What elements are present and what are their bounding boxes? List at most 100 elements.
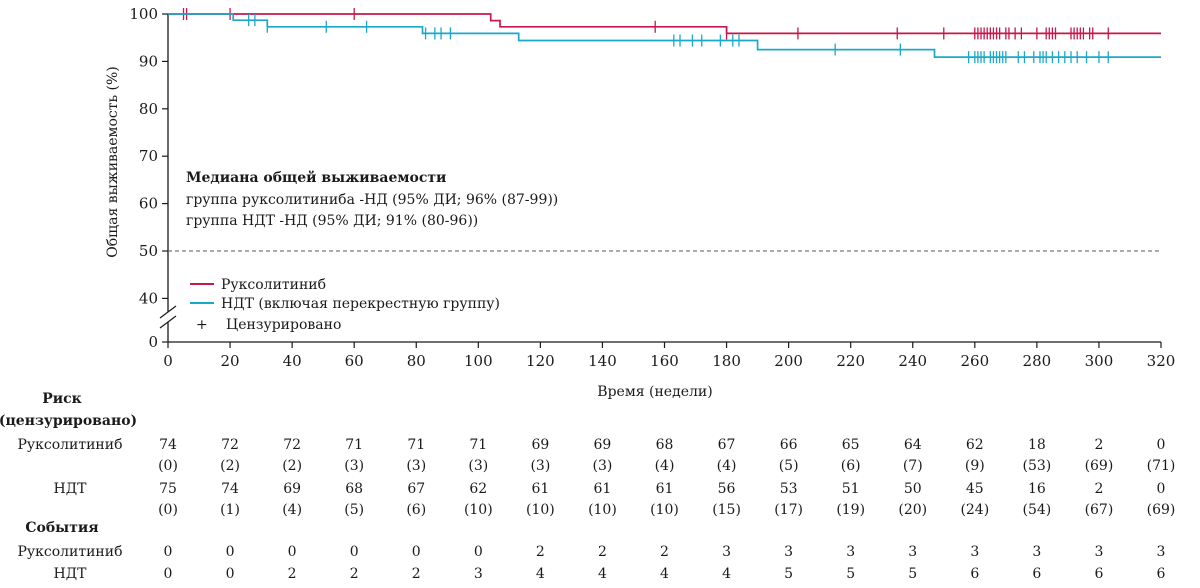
events-value-bat: 0: [226, 566, 235, 582]
x-tick-label: 140: [588, 352, 617, 370]
events-value-ruxolitinib: 0: [226, 544, 235, 560]
events-value-ruxolitinib: 3: [722, 544, 731, 560]
censored-value-ruxolitinib: (3): [593, 458, 613, 474]
legend: Руксолитиниб НДТ (включая перекрестную г…: [190, 277, 500, 333]
x-tick-label: 180: [712, 352, 741, 370]
risk-value-ruxolitinib: 72: [221, 437, 239, 453]
x-tick-label: 320: [1147, 352, 1176, 370]
risk-value-bat: 51: [842, 481, 860, 497]
x-tick-label: 60: [345, 352, 364, 370]
legend-label-censored: Цензурировано: [226, 317, 341, 333]
risk-value-ruxolitinib: 71: [345, 437, 363, 453]
risk-value-ruxolitinib: 67: [718, 437, 736, 453]
censored-value-ruxolitinib: (3): [468, 458, 488, 474]
events-value-bat: 6: [1032, 566, 1041, 582]
censored-value-ruxolitinib: (9): [965, 458, 985, 474]
legend-label-bat: НДТ (включая перекрестную группу): [221, 296, 500, 312]
risk-value-bat: 75: [159, 481, 177, 497]
events-value-bat: 0: [164, 566, 173, 582]
risk-value-bat: 61: [656, 481, 674, 497]
risk-value-ruxolitinib: 64: [904, 437, 922, 453]
risk-value-ruxolitinib: 71: [407, 437, 425, 453]
censored-value-bat: (69): [1147, 502, 1176, 518]
risk-value-ruxolitinib: 69: [594, 437, 612, 453]
y-tick-label: 70: [139, 147, 158, 165]
risk-value-bat: 61: [531, 481, 549, 497]
x-tick-label: 280: [1023, 352, 1052, 370]
events-row-label-ruxolitinib: Руксолитиниб: [17, 544, 122, 560]
risk-value-bat: 50: [904, 481, 922, 497]
x-tick-label: 200: [774, 352, 803, 370]
censored-value-bat: (4): [282, 502, 302, 518]
risk-value-bat: 61: [594, 481, 612, 497]
censored-value-bat: (1): [220, 502, 240, 518]
events-value-ruxolitinib: 0: [164, 544, 173, 560]
events-value-ruxolitinib: 3: [1157, 544, 1166, 560]
risk-value-bat: 0: [1157, 481, 1166, 497]
annotation-line-bat: группа НДТ -НД (95% ДИ; 91% (80-96)): [186, 213, 478, 229]
events-value-ruxolitinib: 0: [350, 544, 359, 560]
risk-header-line1: Риск: [42, 391, 82, 407]
censored-value-ruxolitinib: (2): [220, 458, 240, 474]
censored-value-bat: (17): [774, 502, 803, 518]
risk-value-ruxolitinib: 18: [1028, 437, 1046, 453]
events-value-ruxolitinib: 2: [598, 544, 607, 560]
y-tick-label: 40: [139, 289, 158, 307]
events-value-ruxolitinib: 0: [288, 544, 297, 560]
events-value-bat: 5: [784, 566, 793, 582]
legend-censor-mark: +: [196, 317, 208, 333]
censored-value-ruxolitinib: (0): [158, 458, 178, 474]
censored-value-bat: (0): [158, 502, 178, 518]
censored-value-ruxolitinib: (53): [1023, 458, 1052, 474]
risk-value-ruxolitinib: 66: [780, 437, 798, 453]
risk-value-ruxolitinib: 69: [531, 437, 549, 453]
annotation-title: Медиана общей выживаемости: [186, 169, 446, 186]
events-value-ruxolitinib: 3: [784, 544, 793, 560]
x-tick-label: 20: [221, 352, 240, 370]
risk-value-ruxolitinib: 2: [1094, 437, 1103, 453]
events-value-ruxolitinib: 0: [474, 544, 483, 560]
risk-value-bat: 16: [1028, 481, 1046, 497]
censored-value-ruxolitinib: (69): [1085, 458, 1114, 474]
censored-value-bat: (10): [588, 502, 617, 518]
censored-value-bat: (10): [526, 502, 555, 518]
censored-value-ruxolitinib: (4): [655, 458, 675, 474]
censored-value-ruxolitinib: (6): [841, 458, 861, 474]
events-value-bat: 4: [660, 566, 669, 582]
series-layer: [168, 8, 1161, 64]
events-value-bat: 6: [1157, 566, 1166, 582]
censored-value-ruxolitinib: (2): [282, 458, 302, 474]
x-tick-label: 100: [464, 352, 493, 370]
y-axis-break-mark: [159, 315, 177, 329]
legend-label-ruxolitinib: Руксолитиниб: [221, 277, 326, 293]
censored-value-ruxolitinib: (3): [406, 458, 426, 474]
censored-value-ruxolitinib: (71): [1147, 458, 1176, 474]
censored-value-bat: (54): [1023, 502, 1052, 518]
x-axis-title: Время (недели): [597, 384, 712, 400]
series-line-bat: [168, 13, 1161, 58]
events-value-bat: 4: [598, 566, 607, 582]
x-tick-label: 220: [836, 352, 865, 370]
events-value-ruxolitinib: 3: [1094, 544, 1103, 560]
events-value-bat: 6: [970, 566, 979, 582]
y-tick-label: 50: [139, 242, 158, 260]
events-value-bat: 4: [536, 566, 545, 582]
events-value-bat: 2: [412, 566, 421, 582]
risk-value-bat: 68: [345, 481, 363, 497]
censored-value-ruxolitinib: (5): [779, 458, 799, 474]
risk-value-ruxolitinib: 62: [966, 437, 984, 453]
censored-value-ruxolitinib: (3): [530, 458, 550, 474]
x-tick-label: 40: [283, 352, 302, 370]
risk-value-bat: 62: [469, 481, 487, 497]
x-tick-label: 80: [407, 352, 426, 370]
x-tick-label: 300: [1085, 352, 1114, 370]
events-value-ruxolitinib: 3: [1032, 544, 1041, 560]
events-row-label-bat: НДТ: [54, 566, 88, 582]
y-tick-label: 80: [139, 100, 158, 118]
risk-value-ruxolitinib: 68: [656, 437, 674, 453]
events-value-bat: 6: [1094, 566, 1103, 582]
censored-value-bat: (15): [712, 502, 741, 518]
events-value-bat: 2: [350, 566, 359, 582]
risk-table: Риск (цензурировано) Руксолитиниб НДТ Со…: [0, 391, 1175, 582]
